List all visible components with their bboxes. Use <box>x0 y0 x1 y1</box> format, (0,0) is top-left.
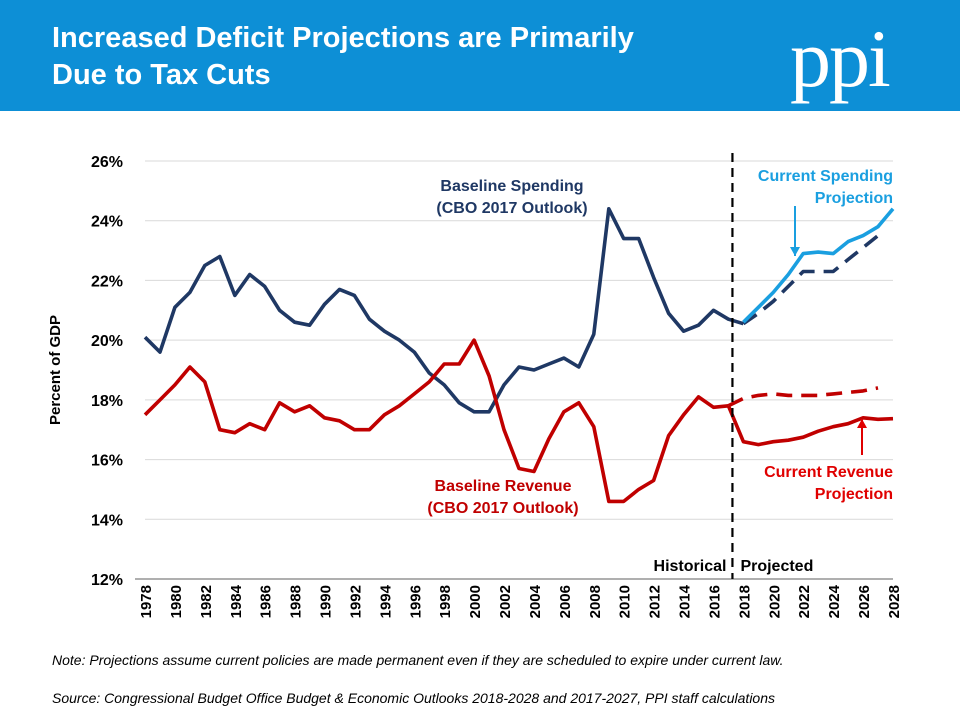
x-tick-label: 1978 <box>138 585 155 618</box>
slide-title: Increased Deficit Projections are Primar… <box>52 20 752 94</box>
x-tick-label: 2018 <box>736 585 753 618</box>
ppi-logo: ppi <box>790 13 891 104</box>
series-line-current-revenue-projection <box>726 405 894 447</box>
x-tick-label: 2002 <box>497 585 514 618</box>
series-line-baseline-spending <box>143 207 744 414</box>
y-tick-label: 20% <box>91 333 123 350</box>
series-line-baseline-revenue-projected <box>727 386 879 408</box>
series-line-baseline-spending-projected <box>742 234 880 326</box>
annotation-current-spending-line-1: Current Spending <box>758 168 893 185</box>
series-line-baseline-revenue <box>143 338 729 504</box>
annotation-baseline-revenue-line-1: Baseline Revenue <box>435 478 572 495</box>
y-tick-label: 26% <box>91 154 123 171</box>
x-tick-label: 1992 <box>347 585 364 618</box>
x-tick-label: 2008 <box>587 585 604 618</box>
projected-label: Projected <box>740 558 813 575</box>
x-tick-label: 2000 <box>467 585 484 618</box>
x-tick-label: 1980 <box>168 585 185 618</box>
y-tick-label: 24% <box>91 214 123 231</box>
annotation-baseline-spending-line-2: (CBO 2017 Outlook) <box>436 200 587 217</box>
current-spending-arrow-head <box>790 247 800 256</box>
chart-note: Note: Projections assume current policie… <box>52 652 784 668</box>
x-tick-label: 1986 <box>258 585 275 618</box>
y-tick-label: 18% <box>91 393 123 410</box>
y-tick-label: 16% <box>91 453 123 470</box>
slide-title-line-1: Increased Deficit Projections are Primar… <box>52 22 634 54</box>
series-line-current-spending-projection <box>742 207 895 324</box>
x-tick-label: 2026 <box>856 585 873 618</box>
x-tick-label: 1988 <box>288 585 305 618</box>
x-tick-label: 2012 <box>647 585 664 618</box>
annotation-current-revenue-line-2: Projection <box>815 486 893 503</box>
y-tick-label: 22% <box>91 273 123 290</box>
x-tick-label: 2010 <box>617 585 634 618</box>
slide-title-line-2: Due to Tax Cuts <box>52 59 271 91</box>
x-tick-label: 2022 <box>796 585 813 618</box>
current-revenue-arrow-head <box>857 419 867 428</box>
y-tick-label: 14% <box>91 512 123 529</box>
x-tick-label: 2028 <box>886 585 903 618</box>
chart-source: Source: Congressional Budget Office Budg… <box>52 690 775 706</box>
annotation-current-revenue-line-1: Current Revenue <box>764 464 893 481</box>
annotations: Baseline Spending (CBO 2017 Outlook) Curre… <box>427 168 893 517</box>
x-tick-label: 2004 <box>527 584 544 618</box>
x-tick-label: 2020 <box>766 585 783 618</box>
x-tick-label: 1998 <box>437 585 454 618</box>
x-tick-label: 1994 <box>377 584 394 618</box>
x-tick-label: 2014 <box>677 584 694 618</box>
y-axis-title: Percent of GDP <box>47 315 64 425</box>
axes: 12% 14% 16% 18% 20% 22% 24% 26% 1978 1980 1982 1984… <box>47 153 903 618</box>
annotation-baseline-spending-line-1: Baseline Spending <box>440 178 583 195</box>
historical-label: Historical <box>654 558 727 575</box>
series-lines <box>143 207 895 504</box>
x-tick-label: 1984 <box>228 584 245 618</box>
line-chart: 12% 14% 16% 18% 20% 22% 24% 26% 1978 1980 1982 1984… <box>47 153 903 618</box>
x-tick-label: 1990 <box>318 585 335 618</box>
x-tick-label: 1982 <box>198 585 215 618</box>
x-tick-label: 1996 <box>407 585 424 618</box>
annotation-current-spending-line-2: Projection <box>815 190 893 207</box>
gridlines <box>145 160 893 520</box>
title-banner <box>0 0 960 111</box>
x-tick-label: 2016 <box>706 585 723 618</box>
x-tick-label: 2006 <box>557 585 574 618</box>
annotation-baseline-revenue-line-2: (CBO 2017 Outlook) <box>427 500 578 517</box>
x-tick-label: 2024 <box>826 584 843 618</box>
y-tick-label: 12% <box>91 572 123 589</box>
